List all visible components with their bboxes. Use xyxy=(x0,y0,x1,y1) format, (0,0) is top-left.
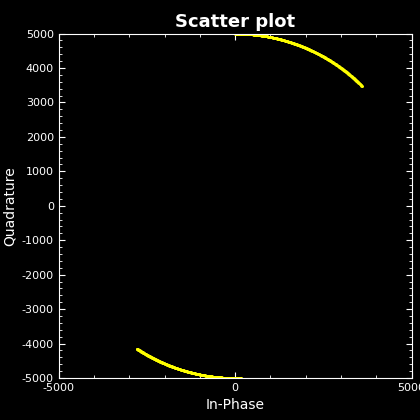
Title: Scatter plot: Scatter plot xyxy=(175,13,295,31)
Channel 1 xyxy=(233,31,238,36)
Channel 1 xyxy=(236,31,241,36)
X-axis label: In-Phase: In-Phase xyxy=(206,399,265,412)
Channel 1 xyxy=(296,43,301,48)
Channel 1 xyxy=(305,46,310,51)
Channel 1 xyxy=(360,84,365,89)
Y-axis label: Quadrature: Quadrature xyxy=(2,166,16,246)
Line: Channel 1: Channel 1 xyxy=(234,33,363,87)
Channel 1 xyxy=(304,46,309,51)
Channel 1 xyxy=(258,33,263,38)
Channel 1 xyxy=(289,40,294,45)
